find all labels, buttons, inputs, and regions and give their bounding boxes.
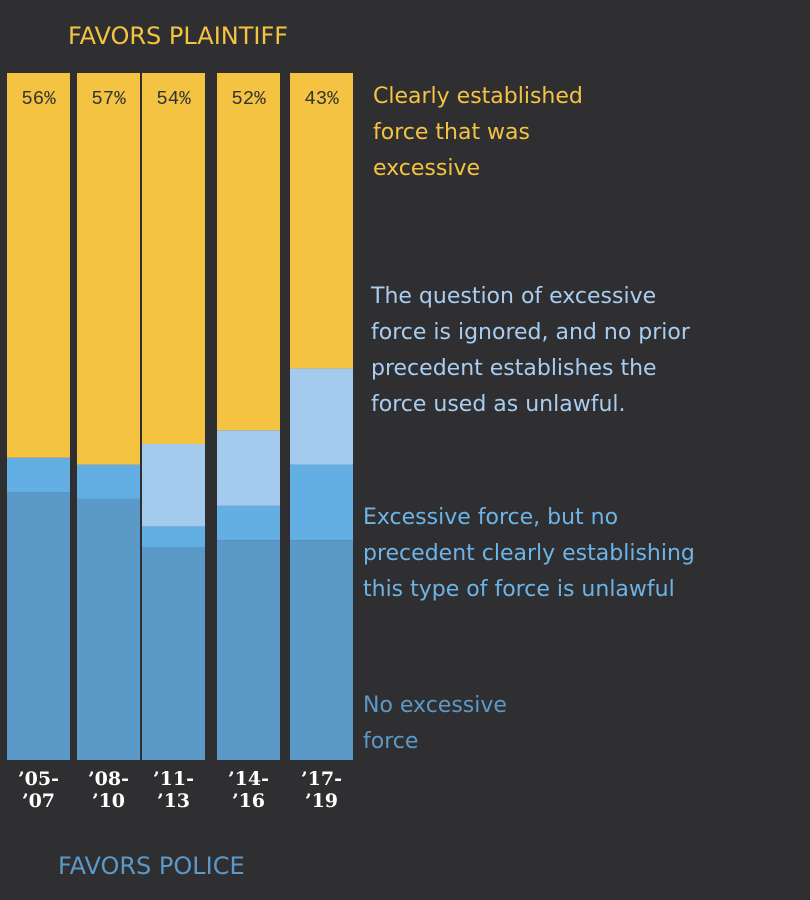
value-label: 43%: [304, 88, 339, 110]
x-tick-label: ’11- ’13: [153, 768, 194, 812]
bar-segment: [290, 368, 353, 465]
bar-segment: [217, 540, 280, 760]
bar-segment: [290, 540, 353, 760]
bar-segment: [290, 73, 353, 369]
bar-segment: [217, 505, 280, 541]
x-tick-label: ’14- ’16: [228, 768, 269, 812]
bar-segment: [142, 73, 205, 444]
bar-segment: [142, 547, 205, 760]
bar-segment: [142, 526, 205, 548]
bottom-label: FAVORS POLICE: [58, 852, 245, 880]
x-tick-label: ’08- ’10: [88, 768, 129, 812]
bar-segment: [142, 443, 205, 527]
x-tick-label: ’17- ’19: [301, 768, 342, 812]
value-label: 57%: [91, 88, 126, 110]
bar-segment: [217, 73, 280, 431]
value-label: 52%: [231, 88, 266, 110]
bar-segment: [7, 73, 70, 458]
bar-segment: [7, 457, 70, 493]
legend-label: The question of excessive force is ignor…: [371, 284, 690, 417]
bar-segment: [77, 464, 140, 499]
x-tick-label: ’05- ’07: [18, 768, 59, 812]
bar-segment: [7, 492, 70, 760]
legend-label: Clearly established force that was exces…: [373, 84, 583, 181]
bar-segment: [77, 498, 140, 760]
value-label: 56%: [21, 88, 56, 110]
top-label: FAVORS PLAINTIFF: [68, 22, 289, 50]
bar-segment: [77, 73, 140, 465]
bar-segment: [290, 464, 353, 541]
legend-label: No excessive force: [363, 693, 507, 754]
bar-segment: [217, 430, 280, 506]
value-label: 54%: [156, 88, 191, 110]
legend-label: Excessive force, but no precedent clearl…: [363, 505, 695, 602]
